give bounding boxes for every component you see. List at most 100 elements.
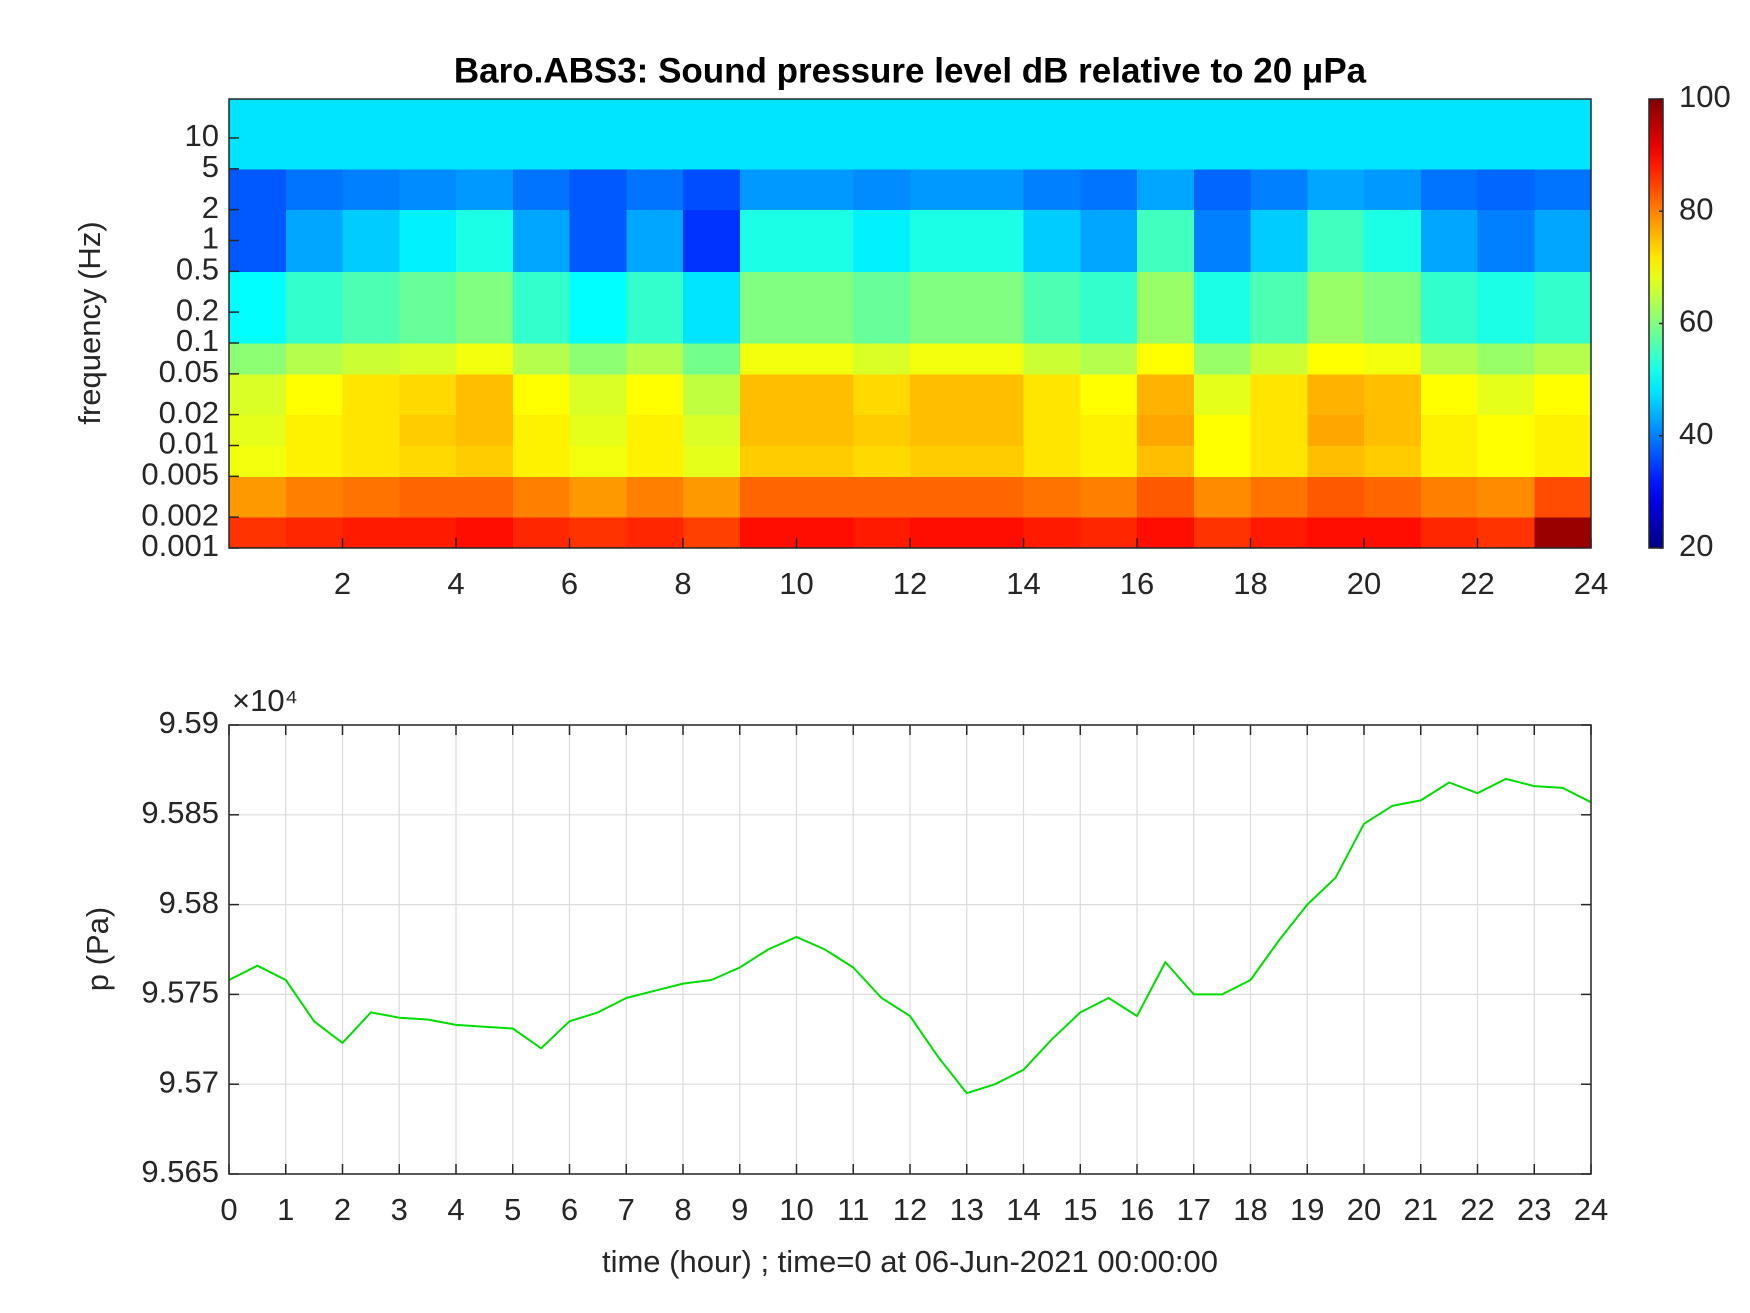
heatmap-cell <box>853 271 911 344</box>
heatmap-cell <box>626 271 684 344</box>
heatmap-cell <box>512 168 570 211</box>
heatmap-cell <box>683 342 741 375</box>
heatmap-cell <box>796 476 854 518</box>
heatmap-cell <box>1080 445 1138 477</box>
heatmap-cell <box>626 209 684 272</box>
heatmap-cell <box>569 168 627 211</box>
heatmap-cell <box>683 99 741 170</box>
colorbar-tick-label: 40 <box>1679 416 1713 451</box>
heatmap-cell <box>910 209 968 272</box>
heatmap-cell <box>512 445 570 477</box>
x-tick-label: 19 <box>1290 1192 1324 1227</box>
heatmap-cell <box>966 517 1024 549</box>
heatmap-cell <box>1137 99 1195 170</box>
heatmap-cell <box>1420 99 1478 170</box>
y-tick-label: 0.2 <box>176 292 219 327</box>
heatmap-cell <box>399 445 457 477</box>
heatmap-cell <box>456 414 514 446</box>
heatmap-cell <box>1250 414 1308 446</box>
heatmap-cell <box>739 99 797 170</box>
heatmap-cell <box>1250 342 1308 375</box>
heatmap-cell <box>853 445 911 477</box>
heatmap-cell <box>1364 99 1422 170</box>
heatmap-cell <box>285 271 343 344</box>
heatmap-cells <box>229 99 1592 549</box>
heatmap-cell <box>1420 373 1478 416</box>
heatmap-cell <box>910 414 968 446</box>
heatmap-cell <box>569 209 627 272</box>
heatmap-cell <box>796 209 854 272</box>
heatmap-cell <box>1420 476 1478 518</box>
colorbar-tick-label: 100 <box>1679 79 1731 114</box>
heatmap-cell <box>229 99 287 170</box>
heatmap-cell <box>285 517 343 549</box>
heatmap-cell <box>1534 168 1592 211</box>
heatmap-cell <box>1534 271 1592 344</box>
heatmap-cell <box>342 517 400 549</box>
y-axis-label: p (Pa) <box>80 907 115 991</box>
heatmap-cell <box>1420 342 1478 375</box>
x-tick-label: 4 <box>447 566 464 601</box>
heatmap-cell <box>1534 476 1592 518</box>
x-tick-label: 2 <box>334 566 351 601</box>
heatmap-cell <box>796 271 854 344</box>
heatmap-cell <box>910 517 968 549</box>
heatmap-cell <box>456 517 514 549</box>
heatmap-cell <box>1477 373 1535 416</box>
heatmap-cell <box>1193 342 1251 375</box>
heatmap-cell <box>739 168 797 211</box>
x-tick-label: 22 <box>1460 566 1494 601</box>
heatmap-cell <box>1477 99 1535 170</box>
x-tick-label: 20 <box>1347 566 1381 601</box>
heatmap-cell <box>1193 373 1251 416</box>
heatmap-cell <box>683 168 741 211</box>
heatmap-cell <box>1023 445 1081 477</box>
heatmap-cell <box>626 517 684 549</box>
heatmap-cell <box>1534 209 1592 272</box>
heatmap-cell <box>229 476 287 518</box>
heatmap-cell <box>399 168 457 211</box>
x-tick-label: 7 <box>618 1192 635 1227</box>
heatmap-cell <box>512 373 570 416</box>
heatmap-cell <box>512 476 570 518</box>
heatmap-cell <box>910 99 968 170</box>
heatmap-cell <box>456 445 514 477</box>
pressure-line <box>228 777 1592 1095</box>
heatmap-cell <box>1137 342 1195 375</box>
chart-title: Baro.ABS3: Sound pressure level dB relat… <box>454 51 1367 90</box>
x-tick-label: 24 <box>1574 566 1608 601</box>
heatmap-cell <box>1250 373 1308 416</box>
heatmap-cell <box>1534 445 1592 477</box>
heatmap-cell <box>910 342 968 375</box>
heatmap-cell <box>1364 445 1422 477</box>
heatmap-cell <box>739 342 797 375</box>
heatmap-cell <box>285 209 343 272</box>
heatmap-cell <box>966 414 1024 446</box>
heatmap-cell <box>1477 342 1535 375</box>
y-tick-label: 5 <box>202 149 219 184</box>
x-tick-label: 10 <box>779 566 813 601</box>
heatmap-cell <box>1080 209 1138 272</box>
x-axis-label: time (hour) ; time=0 at 06-Jun-2021 00:0… <box>602 1244 1218 1279</box>
heatmap-cell <box>1307 209 1365 272</box>
x-tick-label: 12 <box>893 1192 927 1227</box>
heatmap-cell <box>1364 517 1422 549</box>
x-tick-label: 13 <box>950 1192 984 1227</box>
x-tick-label: 16 <box>1120 566 1154 601</box>
heatmap-cell <box>910 271 968 344</box>
y-tick-label: 0.5 <box>176 252 219 287</box>
heatmap-cell <box>1534 99 1592 170</box>
heatmap-cell <box>1307 99 1365 170</box>
y-tick-label: 0.002 <box>141 497 219 532</box>
colorbar-tick-label: 60 <box>1679 304 1713 339</box>
heatmap-cell <box>1364 476 1422 518</box>
heatmap-cell <box>1080 271 1138 344</box>
heatmap-cell <box>229 517 287 549</box>
y-tick-label: 10 <box>185 118 219 153</box>
heatmap-cell <box>683 414 741 446</box>
x-tick-label: 10 <box>779 1192 813 1227</box>
heatmap-cell <box>456 168 514 211</box>
heatmap-cell <box>1080 168 1138 211</box>
heatmap-cell <box>229 271 287 344</box>
